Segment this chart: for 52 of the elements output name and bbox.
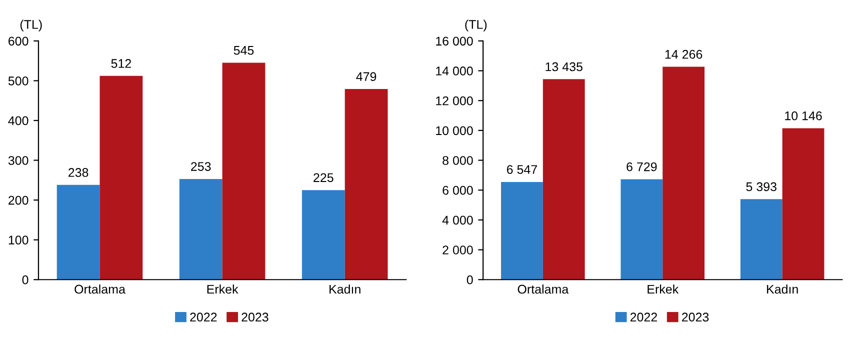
y-tick-label: 16 000 [436, 36, 473, 46]
bar [542, 79, 585, 280]
bar [344, 89, 388, 280]
y-tick-label: 200 [8, 196, 28, 205]
y-axis-title: (TL) [465, 20, 487, 32]
data-label: 238 [68, 168, 88, 177]
x-tick-label: Kadın [330, 284, 360, 294]
y-axis-title: (TL) [20, 20, 42, 32]
data-label: 225 [314, 173, 334, 182]
bar [56, 184, 100, 280]
y-tick-label: 8 000 [442, 156, 473, 165]
data-label: 13 435 [546, 62, 582, 72]
y-tick-label: 12 000 [436, 96, 473, 106]
legend-label: 2022 [630, 312, 657, 322]
data-label: 5 393 [746, 182, 776, 192]
legend-label: 2022 [190, 312, 217, 322]
x-tick-label: Erkek [648, 284, 679, 294]
data-label: 6 547 [506, 165, 537, 174]
y-tick-label: 300 [8, 156, 28, 165]
data-label: 10 146 [785, 111, 822, 120]
y-tick-label: 6 000 [442, 186, 473, 195]
bar [501, 182, 543, 280]
y-tick-label: 14 000 [436, 66, 473, 76]
legend-label: 2023 [242, 312, 268, 322]
data-label: 479 [356, 72, 376, 82]
y-tick-label: 0 [466, 275, 473, 284]
bar [100, 76, 143, 280]
bar [740, 199, 782, 280]
bar [620, 179, 663, 280]
x-tick-label: Ortalama [74, 284, 126, 294]
bar [782, 128, 824, 280]
bar [179, 178, 222, 280]
y-tick-label: 100 [8, 236, 28, 244]
y-tick-label: 2 000 [442, 246, 473, 254]
y-tick-label: 10 000 [436, 126, 473, 136]
y-tick-label: 600 [8, 36, 28, 46]
data-label: 6 729 [626, 162, 657, 172]
x-tick-label: Kadın [767, 284, 798, 294]
x-tick-label: Ortalama [518, 284, 569, 294]
data-label: 253 [191, 162, 211, 171]
data-label: 512 [111, 59, 131, 68]
legend-label: 2023 [682, 312, 709, 322]
data-label: 14 266 [665, 50, 702, 59]
y-tick-label: 4 000 [442, 216, 473, 225]
y-tick-label: 0 [22, 275, 28, 284]
bar [662, 66, 705, 280]
x-tick-label: Erkek [207, 284, 238, 294]
bar [222, 62, 266, 280]
data-label: 545 [234, 46, 254, 55]
bar [302, 190, 345, 280]
y-tick-label: 500 [8, 76, 28, 86]
y-tick-label: 400 [8, 116, 28, 126]
